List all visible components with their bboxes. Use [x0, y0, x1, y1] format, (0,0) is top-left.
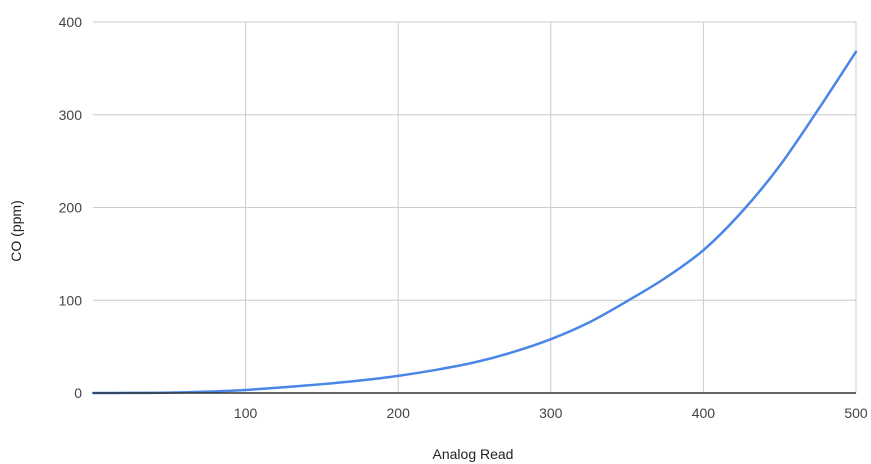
y-tick-label-200: 200	[59, 200, 83, 216]
x-tick-label-400: 400	[692, 405, 716, 421]
y-axis-title: CO (ppm)	[8, 200, 24, 261]
grid	[93, 21, 857, 393]
y-tick-label-0: 0	[74, 385, 82, 401]
x-tick-label-500: 500	[844, 405, 868, 421]
x-tick-label-300: 300	[539, 405, 563, 421]
y-tick-label-300: 300	[59, 107, 83, 123]
x-tick-label-200: 200	[387, 405, 411, 421]
x-tick-label-100: 100	[234, 405, 258, 421]
y-tick-label-100: 100	[59, 292, 83, 308]
x-axis-title: Analog Read	[433, 446, 514, 462]
series-layer	[91, 50, 858, 395]
series-line-0	[91, 50, 858, 395]
axes: 0 100 200 300 400 100 200 300 400 500	[59, 14, 868, 421]
y-tick-label-400: 400	[59, 14, 83, 30]
